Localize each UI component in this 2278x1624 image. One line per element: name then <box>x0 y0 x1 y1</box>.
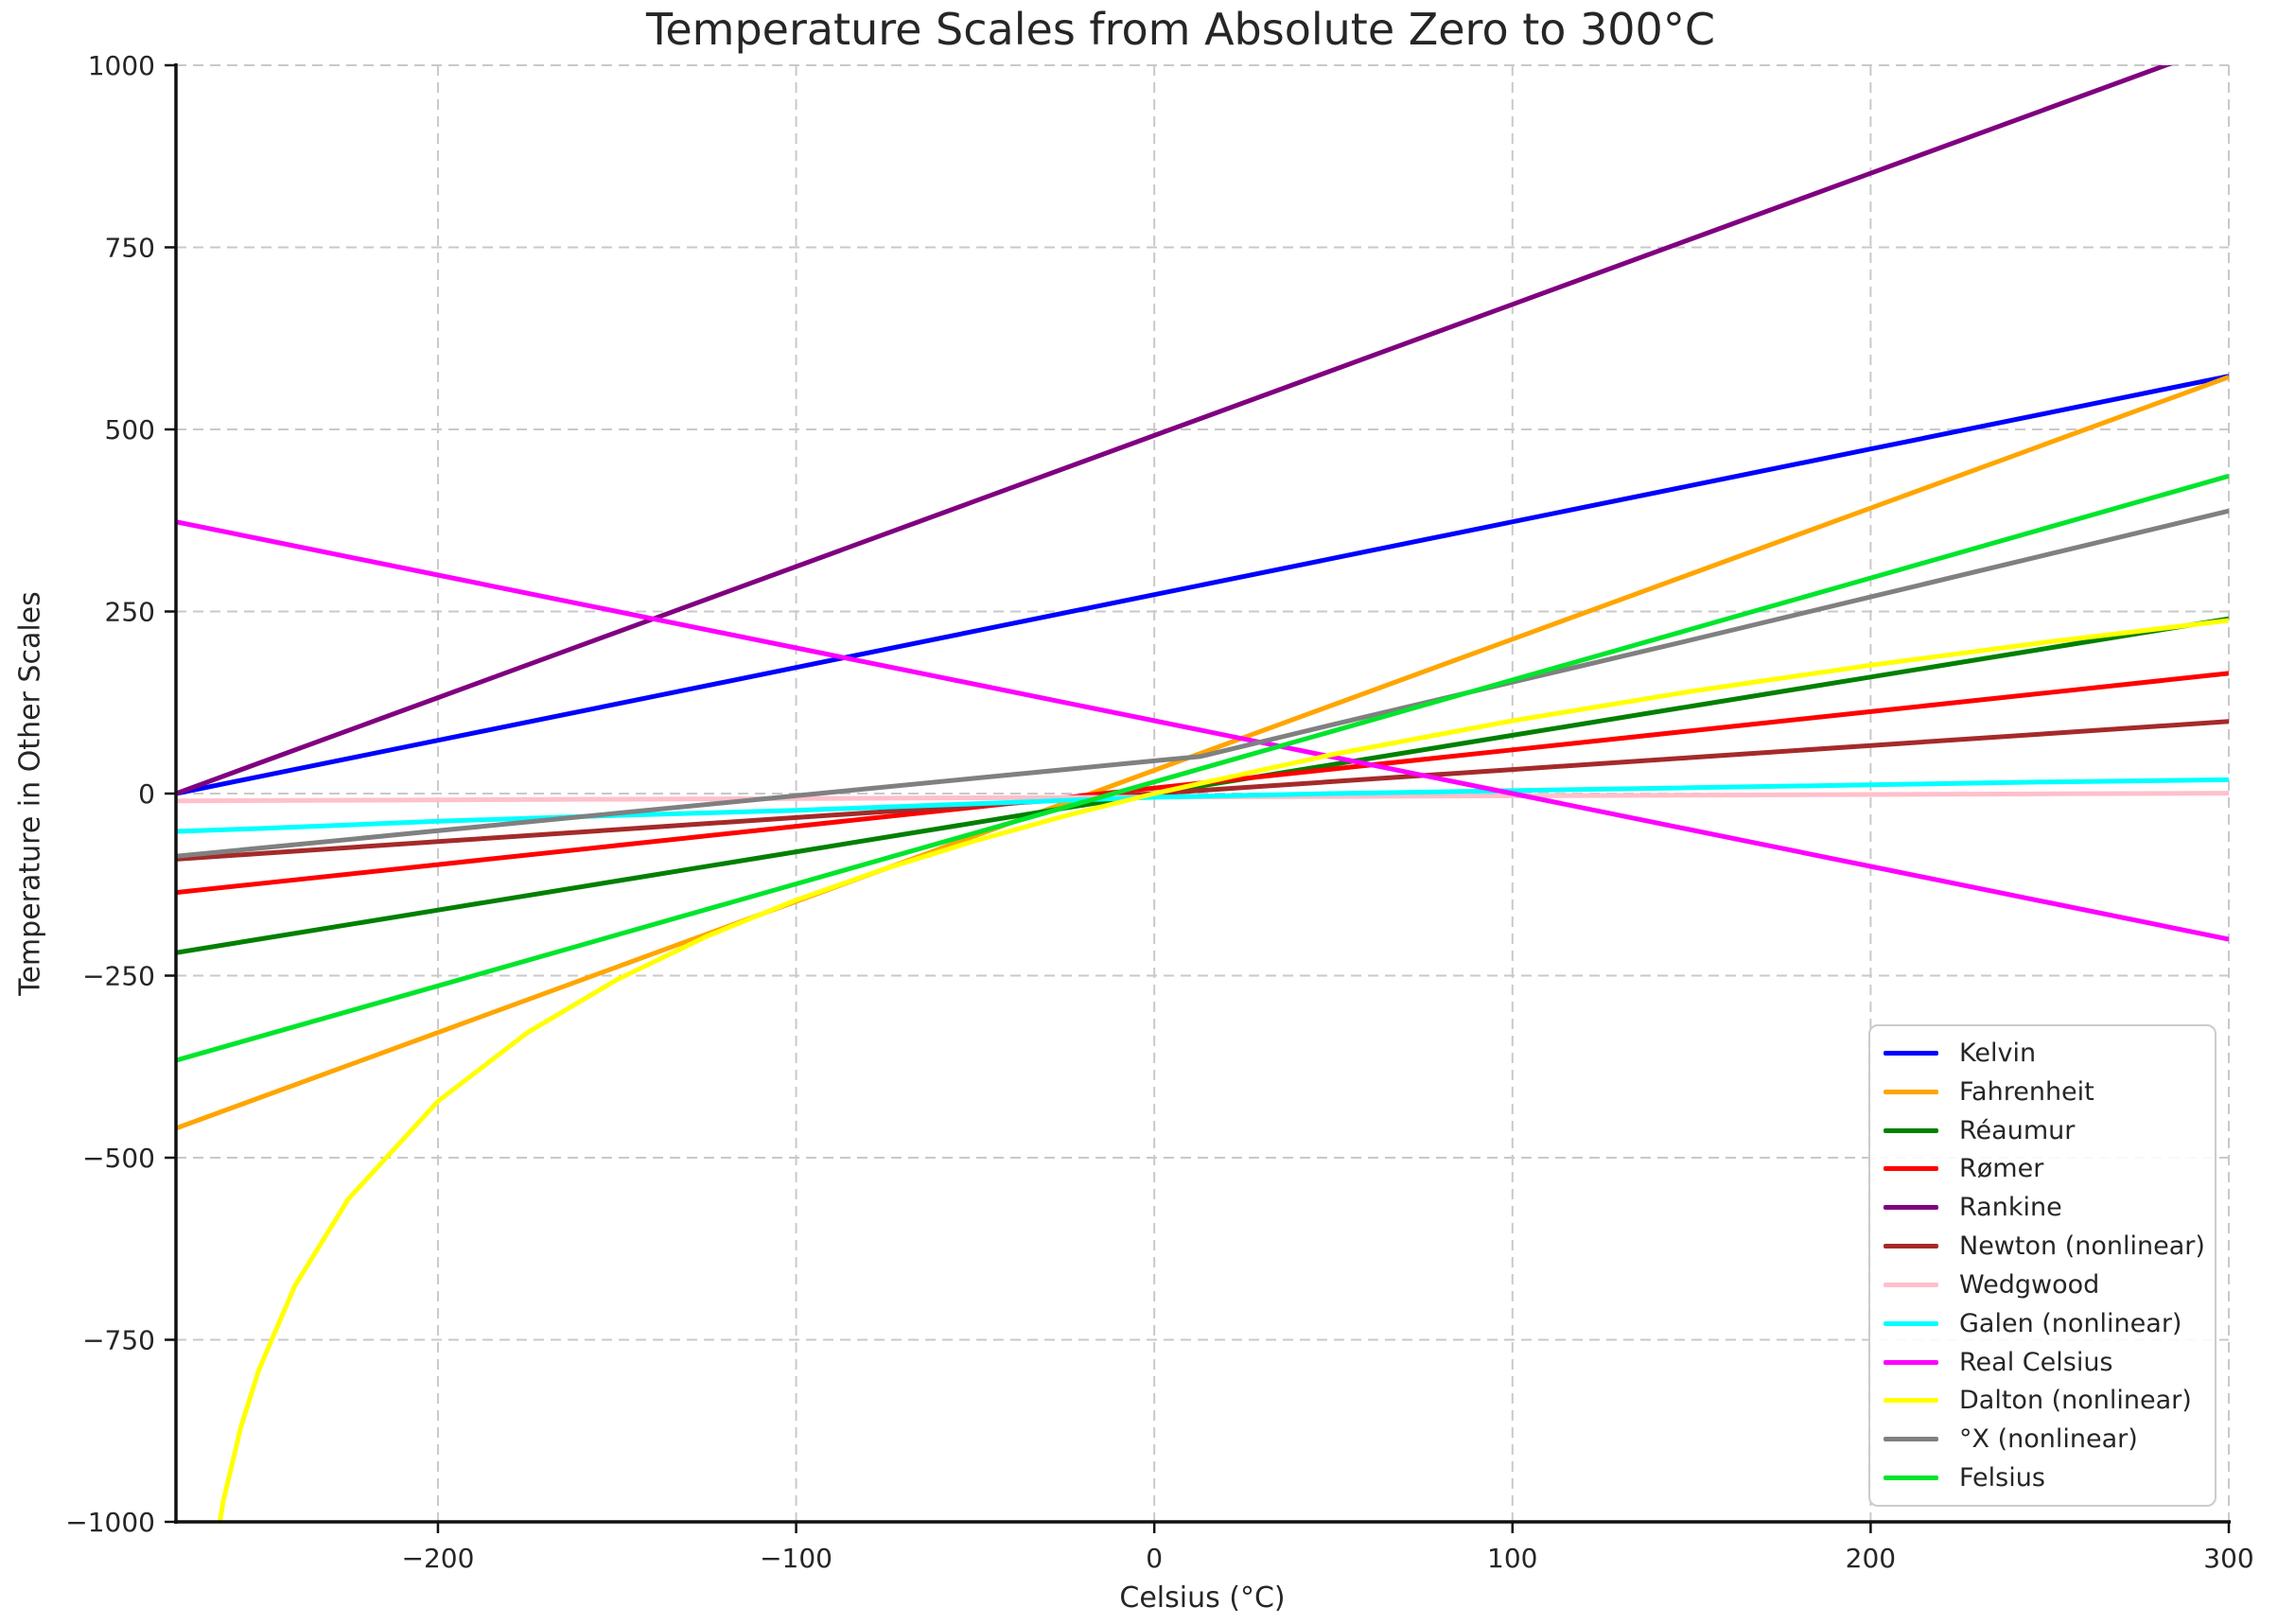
legend-label: Felsius <box>1959 1463 2045 1493</box>
y-tick-label: −250 <box>82 961 155 992</box>
tick-labels: −200 −100 0 100 200 300−1000−750−500−25002505… <box>65 50 2253 1574</box>
series-line-fahrenheit <box>176 375 2229 1131</box>
legend-item-newton-nonlinear: Newton (nonlinear) <box>1870 1231 2215 1261</box>
legend-swatch <box>1884 1089 1938 1094</box>
x-tick-label: 300 <box>2203 1543 2253 1574</box>
x-tick-label: 200 <box>1846 1543 1896 1574</box>
series-line-galen-nonlinear <box>176 777 2229 834</box>
legend-item-x-nonlinear: °X (nonlinear) <box>1870 1424 2215 1454</box>
legend-swatch <box>1884 1437 1938 1442</box>
tick-marks <box>165 63 2231 1533</box>
series-line-newton-nonlinear <box>176 719 2229 862</box>
series-line-real-celsius <box>176 519 2229 942</box>
legend-item-galen-nonlinear: Galen (nonlinear) <box>1870 1309 2215 1338</box>
series-lines <box>176 65 2229 1522</box>
y-tick-label: 500 <box>105 414 155 445</box>
y-tick-label: −500 <box>82 1143 155 1174</box>
y-tick-label: 1000 <box>88 50 155 81</box>
legend: Kelvin Fahrenheit Réaumur Rømer Rankine Newto… <box>1868 1024 2217 1507</box>
x-tick-label: 0 <box>1146 1543 1163 1574</box>
legend-label: Real Celsius <box>1959 1347 2113 1377</box>
y-tick-label: −1000 <box>65 1507 155 1538</box>
legend-label: Dalton (nonlinear) <box>1959 1386 2192 1416</box>
legend-swatch <box>1884 1320 1938 1326</box>
legend-swatch <box>1884 1205 1938 1211</box>
x-tick-label: −100 <box>760 1543 832 1574</box>
legend-swatch <box>1884 1166 1938 1172</box>
legend-item-wedgwood: Wedgwood <box>1870 1270 2215 1300</box>
legend-item-dalton-nonlinear: Dalton (nonlinear) <box>1870 1386 2215 1415</box>
x-tick-label: −200 <box>401 1543 474 1574</box>
chart-title: Temperature Scales from Absolute Zero to… <box>646 4 1715 55</box>
y-tick-label: −750 <box>82 1325 155 1356</box>
y-tick-label: 0 <box>138 778 155 810</box>
legend-label: Rømer <box>1959 1154 2044 1184</box>
series-line-dalton-nonlinear <box>217 618 2229 1522</box>
legend-swatch <box>1884 1476 1938 1481</box>
y-axis-label: Temperature in Other Scales <box>13 591 47 996</box>
legend-label: Wedgwood <box>1959 1269 2100 1300</box>
legend-label: Fahrenheit <box>1959 1076 2094 1107</box>
legend-swatch <box>1884 1127 1938 1133</box>
series-line-r-mer <box>176 671 2229 896</box>
x-tick-label: 100 <box>1487 1543 1537 1574</box>
legend-label: Réaumur <box>1959 1115 2076 1145</box>
series-line-felsius <box>176 473 2229 1063</box>
legend-label: Newton (nonlinear) <box>1959 1231 2205 1262</box>
legend-swatch <box>1884 1050 1938 1056</box>
legend-item-fahrenheit: Fahrenheit <box>1870 1077 2215 1107</box>
legend-item-rankine: Rankine <box>1870 1193 2215 1222</box>
legend-swatch <box>1884 1359 1938 1365</box>
legend-swatch <box>1884 1282 1938 1287</box>
legend-label: Kelvin <box>1959 1038 2037 1068</box>
series-line-rankine <box>176 65 2173 796</box>
legend-item-kelvin: Kelvin <box>1870 1039 2215 1068</box>
x-axis-label: Celsius (°C) <box>1119 1581 1286 1615</box>
legend-label: Rankine <box>1959 1193 2062 1223</box>
legend-swatch <box>1884 1398 1938 1404</box>
legend-item-r-mer: Rømer <box>1870 1154 2215 1183</box>
y-tick-label: 250 <box>105 597 155 628</box>
legend-label: °X (nonlinear) <box>1959 1424 2138 1455</box>
legend-item-real-celsius: Real Celsius <box>1870 1348 2215 1377</box>
legend-label: Galen (nonlinear) <box>1959 1308 2182 1338</box>
legend-swatch <box>1884 1244 1938 1249</box>
series-line-x-nonlinear <box>176 508 2229 859</box>
legend-item-r-aumur: Réaumur <box>1870 1116 2215 1145</box>
y-tick-label: 750 <box>105 233 155 264</box>
series-line-kelvin <box>176 374 2229 796</box>
legend-item-felsius: Felsius <box>1870 1463 2215 1493</box>
